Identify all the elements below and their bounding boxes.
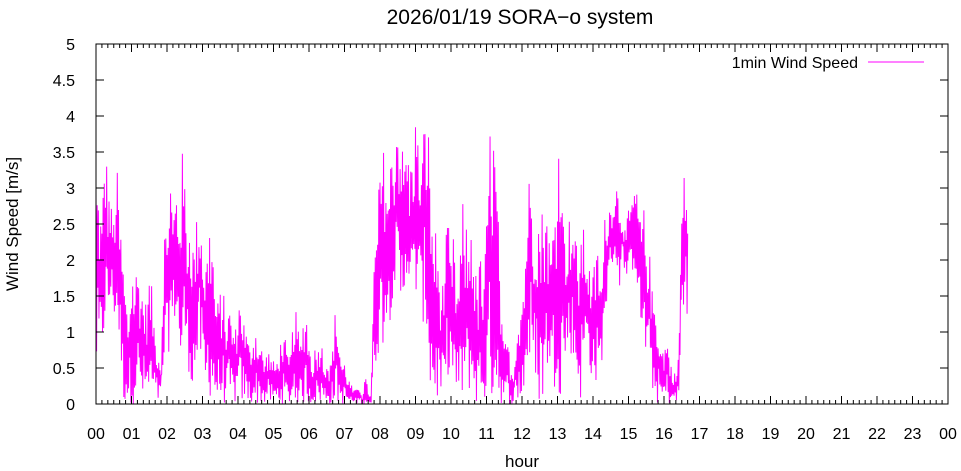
x-tick-label: 03 [194, 426, 212, 443]
x-tick-label: 17 [691, 426, 709, 443]
y-tick-label: 4.5 [53, 73, 75, 90]
x-tick-label: 10 [442, 426, 460, 443]
chart-title: 2026/01/19 SORA−o system [387, 6, 654, 29]
x-tick-label: 16 [655, 426, 673, 443]
x-tick-label: 08 [371, 426, 389, 443]
x-tick-label: 11 [478, 426, 495, 443]
x-tick-label: 00 [87, 426, 105, 443]
y-tick-label: 4 [66, 109, 75, 126]
x-tick-label: 04 [229, 426, 247, 443]
x-tick-label: 12 [513, 426, 531, 443]
x-axis-label: hour [505, 452, 539, 471]
y-tick-label: 1 [66, 325, 75, 342]
y-tick-label: 3.5 [53, 145, 75, 162]
y-tick-label: 0 [66, 397, 75, 414]
x-tick-label: 07 [336, 426, 354, 443]
x-tick-label: 23 [904, 426, 922, 443]
y-axis-label: Wind Speed [m/s] [3, 157, 22, 291]
x-tick-label: 05 [265, 426, 283, 443]
x-tick-label: 13 [549, 426, 567, 443]
x-tick-label: 09 [407, 426, 425, 443]
y-tick-label: 5 [66, 37, 75, 54]
legend: 1min Wind Speed [732, 55, 924, 72]
legend-label: 1min Wind Speed [732, 55, 858, 72]
axis-ticks [95, 43, 949, 405]
y-tick-label: 2 [66, 253, 75, 270]
y-tick-label: 3 [66, 181, 75, 198]
x-tick-label: 14 [584, 426, 602, 443]
y-tick-label: 1.5 [53, 289, 75, 306]
x-tick-label: 02 [158, 426, 176, 443]
x-tick-label: 22 [868, 426, 886, 443]
series-line-1min-wind-speed [95, 127, 689, 404]
y-tick-label: 2.5 [53, 217, 75, 234]
x-tick-label: 00 [939, 426, 957, 443]
plot-area [95, 127, 689, 404]
tick-labels: 00 01 02 03 04 05 06 07 08 09 10 11 12 13 14 15 16 17 18 19… [53, 37, 957, 443]
x-tick-label: 21 [833, 426, 851, 443]
x-tick-label: 18 [726, 426, 744, 443]
x-tick-label: 15 [620, 426, 638, 443]
y-tick-label: 0.5 [53, 361, 75, 378]
x-tick-label: 06 [300, 426, 318, 443]
x-tick-label: 19 [762, 426, 780, 443]
x-tick-label: 20 [797, 426, 815, 443]
plot-border [95, 43, 949, 405]
x-tick-label: 01 [123, 426, 141, 443]
